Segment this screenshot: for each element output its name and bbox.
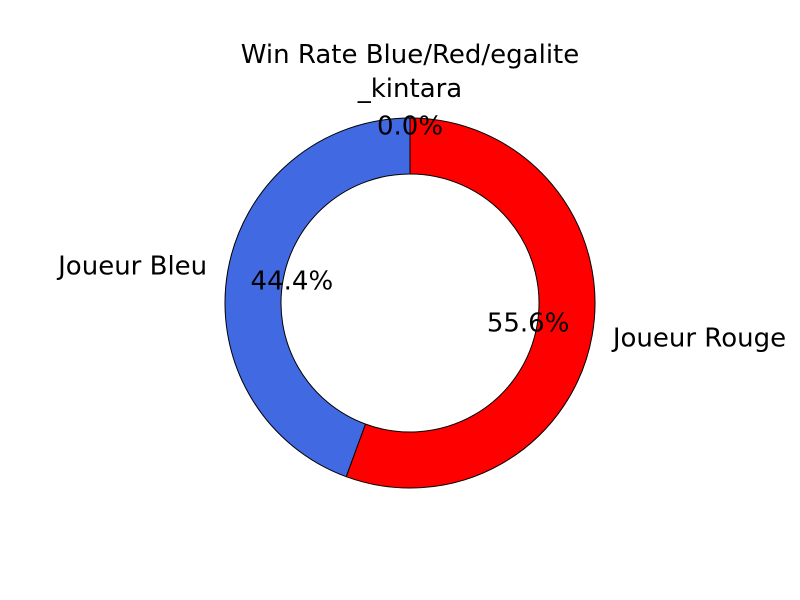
pct-label-kintara: 0.0% [377,112,443,142]
donut-slices [224,117,596,489]
label-kintara: _kintara [357,74,463,104]
label-joueur-rouge: Joueur Rouge [611,324,786,354]
chart-title: Win Rate Blue/Red/egalite [241,40,580,70]
slice-joueur-rouge [345,117,596,489]
slice-joueur-bleu [224,117,411,478]
donut-labels: _kintara 0.0% Joueur Bleu 44.4% Joueur Rouge… [56,74,786,354]
pct-label-joueur-bleu: 44.4% [251,266,334,296]
label-joueur-bleu: Joueur Bleu [56,251,207,281]
pct-label-joueur-rouge: 55.6% [487,309,570,339]
